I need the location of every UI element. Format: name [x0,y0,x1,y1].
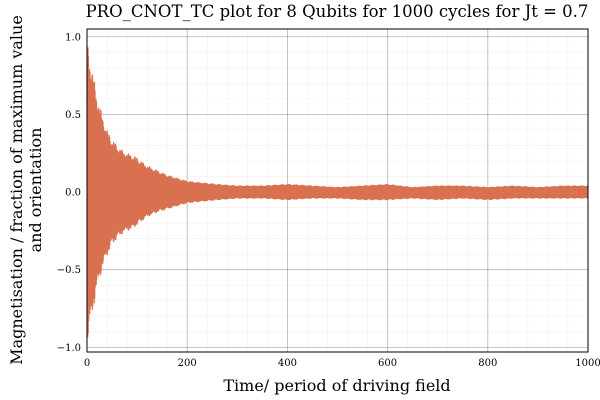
chart-title: PRO_CNOT_TC plot for 8 Qubits for 1000 c… [86,2,589,21]
x-tick-label: 0 [84,358,90,369]
y-tick-labels: −1.0 −0.5 0.0 0.5 1.0 [57,32,81,354]
y-tick-label: 1.0 [65,32,81,43]
x-tick-label: 200 [178,358,197,369]
y-tick-label: −0.5 [57,265,81,276]
x-tick-labels: 0 200 400 600 800 1000 [84,358,600,369]
plot-frame [86,28,589,353]
x-tick-label: 800 [478,358,497,369]
y-tick-label: 0.5 [65,110,81,121]
series-line [86,47,589,338]
y-tick-label: 0.0 [65,188,81,199]
x-tick-label: 1000 [575,358,600,369]
y-axis-label-line2: and orientation [26,128,45,253]
y-axis-label-line1: Magnetisation / fraction of maximum valu… [7,15,26,365]
x-axis-label: Time/ period of driving field [223,376,450,395]
data-series [86,47,589,338]
x-tick-label: 400 [278,358,297,369]
y-tick-label: −1.0 [57,343,81,354]
y-axis-label: Magnetisation / fraction of maximum valu… [7,15,45,365]
x-tick-label: 600 [378,358,397,369]
